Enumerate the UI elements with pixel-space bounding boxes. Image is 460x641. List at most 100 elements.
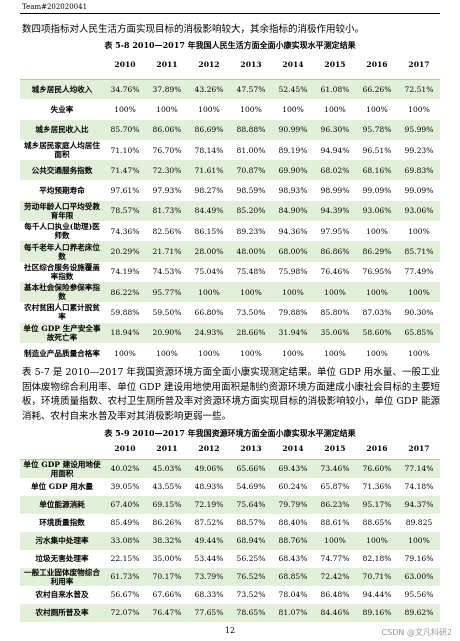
cell: 100% <box>230 281 272 303</box>
table-row: 城乡居民收入比 85.70% 86.06% 86.69% 88.88% 90.99% 96.… <box>20 119 440 140</box>
cell: 72.42% <box>314 567 356 586</box>
cell: 33.08% <box>104 531 146 550</box>
table-row: 农村厕所普及率 72.07% 76.47% 77.65% 78.65% 81.07% 84.… <box>20 603 440 622</box>
cell: 98.27% <box>194 186 224 196</box>
header-row: 2010 2011 2012 2013 2014 2015 2016 2017 <box>20 439 440 460</box>
cell: 100% <box>408 348 430 358</box>
cell: 87.52% <box>194 518 224 527</box>
cell: 38.32% <box>146 531 188 550</box>
cell: 100% <box>314 531 356 550</box>
cell: 78.57% <box>104 200 146 222</box>
header-cell: 2012 <box>188 51 230 80</box>
cell: 76.47% <box>146 603 188 622</box>
cell: 98.93% <box>278 186 308 196</box>
cell: 89.62% <box>398 603 440 622</box>
cell: 49.06% <box>188 459 230 478</box>
cell: 100% <box>366 226 388 236</box>
watermark: CSDN @文凡科研2 <box>381 628 452 637</box>
cell: 43.55% <box>152 482 182 491</box>
cell: 56.67% <box>110 590 140 599</box>
header-cell: 2011 <box>146 51 188 80</box>
cell: 98.59% <box>236 186 266 196</box>
cell: 58.60% <box>356 322 398 343</box>
cell: 85.49% <box>110 518 140 527</box>
cell: 94.39% <box>314 200 356 222</box>
header-row: 2010 2011 2012 2013 2014 2015 2016 2017 <box>20 51 440 80</box>
cell: 86.69% <box>188 119 230 140</box>
cell: 94.37% <box>398 495 440 514</box>
cell: 100% <box>324 348 346 358</box>
table-row: 社区综合服务设施覆盖率指数 74.19% 74.53% 75.04% 75.48% 75.… <box>20 262 440 282</box>
cell: 77.14% <box>398 459 440 478</box>
row-label: 垃圾无害处理率 <box>35 554 89 563</box>
intro-text: 数四项指标对人民生活方面实现目标的消极影响较大，其余指标的消极作用较小。 <box>22 24 365 35</box>
row-label: 城乡居民家庭人均居住面积 <box>24 141 100 160</box>
header-cell: 2011 <box>146 439 188 460</box>
cell: 89.825 <box>405 518 433 527</box>
cell: 90.30% <box>404 307 434 317</box>
table-row: 农村自来水普及 56.67% 67.66% 68.33% 73.52% 78.04% 86.… <box>20 586 440 604</box>
cell: 100% <box>198 348 220 358</box>
cell: 85.80% <box>320 307 350 317</box>
cell: 43.26% <box>188 79 230 100</box>
cell: 100% <box>114 348 136 358</box>
row-label: 单位 GDP 建设用地使用面积 <box>20 459 104 478</box>
cell: 70.17% <box>146 567 188 586</box>
table-caption: 表 5-8 2010—2017 年我国人民生活方面全面小康实现水平测定结果 <box>104 40 356 50</box>
cell: 68.43% <box>278 554 308 563</box>
header-cell: 2017 <box>398 439 440 460</box>
cell: 99.23% <box>404 145 434 155</box>
cell: 100% <box>272 281 314 303</box>
cell: 100% <box>324 104 346 114</box>
cell: 90.99% <box>272 119 314 140</box>
cell: 88.57% <box>236 518 266 527</box>
table-row: 垃圾无害处理率 22.15% 35.00% 53.44% 56.25% 68.43% 74.… <box>20 550 440 568</box>
cell: 100% <box>366 348 388 358</box>
table-row: 公共交通服务指数 71.47% 72.30% 71.61% 70.87% 69.90% 68… <box>20 160 440 181</box>
cell: 24.93% <box>188 322 230 343</box>
cell: 66.26% <box>356 79 398 100</box>
table-row: 农村贫困人口累计脱贫率 59.88% 59.50% 66.80% 73.50% 79.88… <box>20 302 440 322</box>
cell: 22.15% <box>110 554 140 563</box>
cell: 65.85% <box>398 322 440 343</box>
row-label: 每千人口执业(助理)医师数 <box>24 222 100 241</box>
table-row: 单位 GDP 建设用地使用面积 40.02% 45.03% 49.06% 65.66% 6… <box>20 459 440 478</box>
cell: 100% <box>188 281 230 303</box>
cell: 65.66% <box>230 459 272 478</box>
cell: 79.88% <box>278 307 308 317</box>
table-row: 每千老年人口养老床位数 20.29% 21.71% 28.00% 48.00% 68.00… <box>20 241 440 262</box>
header-cell: 2015 <box>314 439 356 460</box>
cell: 65.87% <box>320 482 350 491</box>
table-row: 基本社会保险参保率指数 86.22% 95.77% 100% 100% 100% 100% 1… <box>20 281 440 303</box>
header-cell: 2016 <box>356 51 398 80</box>
cell: 69.43% <box>272 459 314 478</box>
cell: 82.18% <box>362 554 392 563</box>
cell: 20.90% <box>146 322 188 343</box>
cell: 99.09% <box>404 186 434 196</box>
cell: 96.51% <box>362 145 392 155</box>
cell: 100% <box>282 104 304 114</box>
cell: 94.44% <box>362 590 392 599</box>
header-cell <box>20 439 104 460</box>
cell: 85.70% <box>104 119 146 140</box>
cell: 100% <box>408 104 430 114</box>
cell: 63.00% <box>398 567 440 586</box>
table-row: 城乡居民家庭人均居住面积 71.10% 76.70% 78.14% 81.00% 89.1… <box>20 140 440 160</box>
table-row: 城乡居民人均收入 34.76% 37.89% 43.26% 47.57% 52.45% 61… <box>20 79 440 100</box>
cell: 88.61% <box>320 518 350 527</box>
cell: 86.22% <box>104 281 146 303</box>
cell: 100% <box>314 281 356 303</box>
cell: 100% <box>282 348 304 358</box>
cell: 93.06% <box>356 200 398 222</box>
header-cell: 2010 <box>104 51 146 80</box>
cell: 48.00% <box>230 241 272 262</box>
table-head: 2010 2011 2012 2013 2014 2015 2016 2017 <box>20 51 440 80</box>
table-row: 污水集中处理率 33.08% 38.32% 49.44% 68.94% 88.76% 100… <box>20 531 440 550</box>
cell: 67.40% <box>104 495 146 514</box>
header-cell: 2017 <box>398 51 440 80</box>
cell: 49.44% <box>188 531 230 550</box>
cell: 86.06% <box>146 119 188 140</box>
cell: 53.44% <box>194 554 224 563</box>
header-cell: 2013 <box>230 51 272 80</box>
